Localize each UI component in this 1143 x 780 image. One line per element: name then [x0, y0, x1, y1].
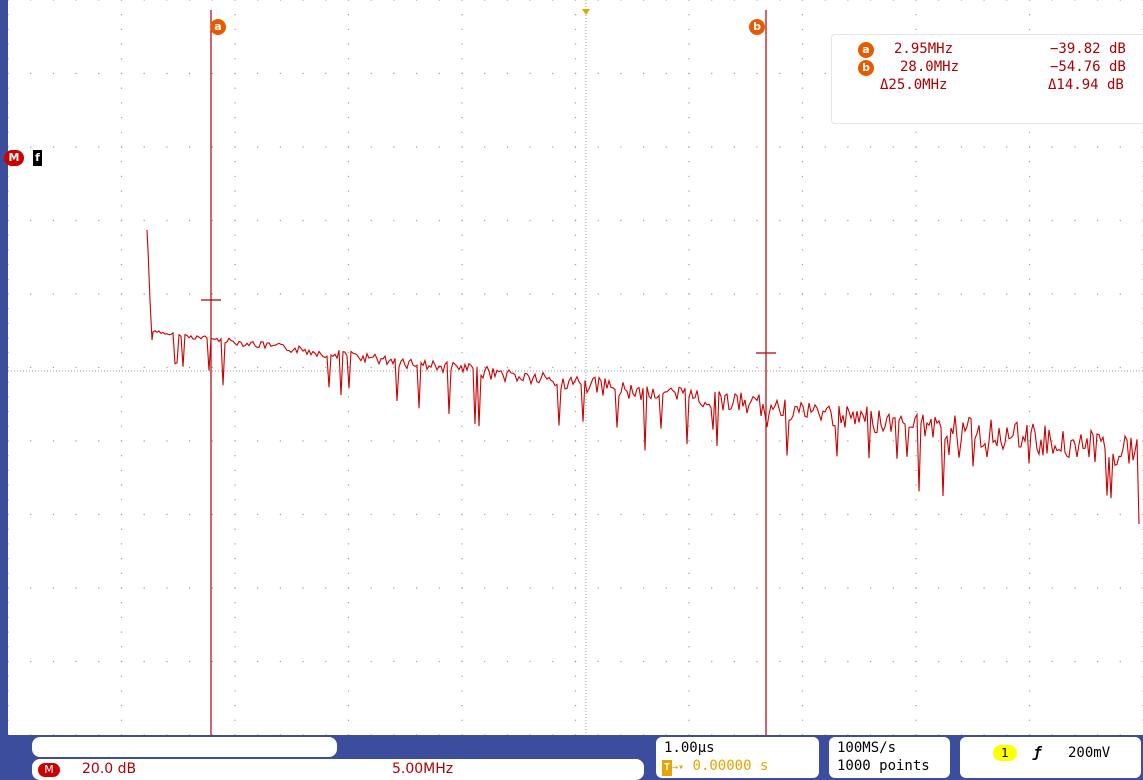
readout-a-badge: a	[858, 42, 874, 58]
status-bar: M 20.0 dB 5.00MHz 1.00µs T →▾ 0.00000 s 1…	[0, 735, 1143, 780]
message-area	[32, 737, 337, 757]
math-channel-badge: M	[38, 763, 60, 777]
math-settings-area[interactable]: M 20.0 dB 5.00MHz	[32, 759, 644, 780]
trigger-level: 200mV	[1068, 745, 1111, 761]
trigger-position-marker[interactable]	[582, 9, 590, 15]
math-marker-label: M	[8, 151, 20, 164]
trigger-channel-badge: 1	[993, 745, 1017, 761]
left-frame-bar	[0, 0, 8, 780]
trigger-panel[interactable]: 1 ƒ 200mV	[960, 737, 1141, 778]
delta-level: Δ14.94 dB	[1048, 77, 1124, 93]
trigger-indicator: T →▾ 0.00000 s	[662, 758, 768, 776]
cursor-b-level: −54.76 dB	[1050, 59, 1126, 75]
cursor-a-frequency: 2.95MHz	[894, 41, 954, 57]
sample-rate: 100MS/s	[837, 740, 897, 756]
record-length: 1000 points	[837, 758, 930, 774]
rising-edge-icon: ƒ	[1033, 745, 1042, 761]
math-scale: 20.0 dB	[82, 761, 137, 777]
cursor-a-badge: a	[210, 19, 226, 35]
timebase-value: 1.00µs	[664, 740, 715, 756]
cursor-b-badge: b	[749, 19, 765, 35]
trigger-position: 0.00000 s	[692, 758, 769, 774]
delta-frequency: Δ25.0MHz	[880, 77, 948, 93]
acquisition-panel[interactable]: 100MS/s 1000 points	[829, 737, 950, 778]
trigger-arrow-icon: →▾	[672, 762, 685, 773]
f-marker-label: f	[35, 151, 40, 164]
graticule	[8, 0, 1143, 735]
trigger-t-icon: T	[662, 760, 673, 776]
grid-dots	[8, 0, 1143, 735]
readout-b-badge: b	[858, 60, 874, 76]
fft-trace	[146, 229, 1140, 525]
cursor-a-handle[interactable]: a	[210, 15, 226, 35]
cursor-a-level: −39.82 dB	[1050, 41, 1126, 57]
cursor-b-handle[interactable]: b	[749, 15, 765, 35]
cursor-readout-panel: a 2.95MHz −39.82 dB b 28.0MHz −54.76 dB …	[831, 34, 1143, 124]
f-marker: f	[33, 150, 42, 166]
math-channel-ground-marker[interactable]: M	[4, 150, 24, 166]
math-span: 5.00MHz	[392, 761, 454, 777]
cursor-b-frequency: 28.0MHz	[900, 59, 960, 75]
waveform-screen: a b a 2.95MHz −39.82 dB b 28.0MHz −54.76…	[8, 0, 1143, 735]
timebase-panel[interactable]: 1.00µs T →▾ 0.00000 s	[656, 737, 819, 778]
